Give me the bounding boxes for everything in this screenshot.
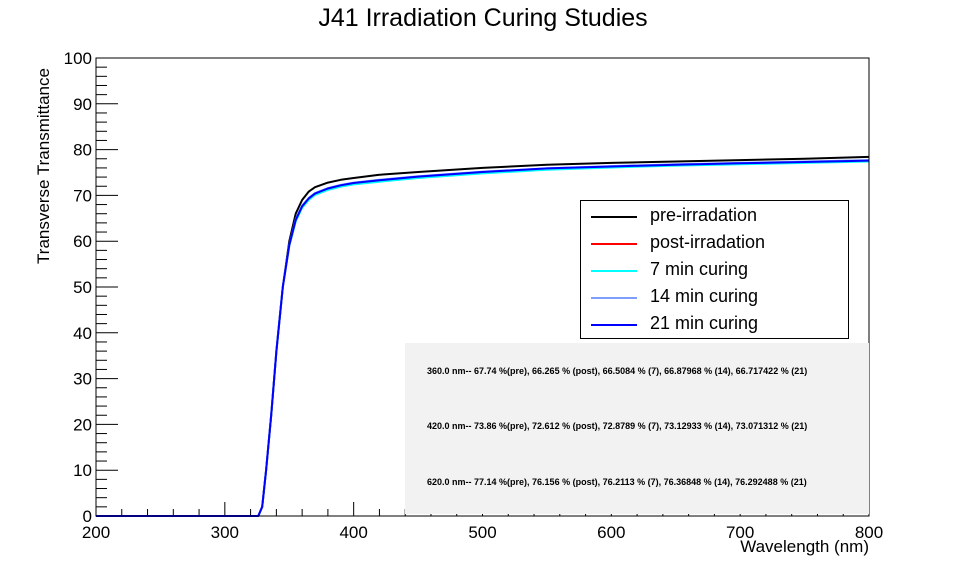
legend-label: post-irradation <box>650 232 766 252</box>
y-tick-label: 90 <box>73 95 92 114</box>
y-tick-label: 80 <box>73 141 92 160</box>
y-axis-label: Transverse Transmittance <box>34 68 53 264</box>
plot-frame <box>95 57 870 517</box>
legend-item-7-min-curing: 7 min curing <box>589 257 844 284</box>
legend-item-14-min-curing: 14 min curing <box>589 284 844 311</box>
legend-label: 14 min curing <box>650 286 759 306</box>
x-tick-label: 700 <box>726 523 754 542</box>
series-line-21-min-curing <box>96 159 870 517</box>
stat-line-360nm: 360.0 nm-- 67.74 %(pre), 66.265 % (post)… <box>427 366 808 376</box>
series-lines <box>96 155 870 517</box>
stat-line-420nm: 420.0 nm-- 73.86 %(pre), 72.612 % (post)… <box>427 421 808 431</box>
stats-box: 360.0 nm-- 67.74 %(pre), 66.265 % (post)… <box>405 343 869 514</box>
y-tick-label: 30 <box>73 370 92 389</box>
x-tick-label: 300 <box>211 523 239 542</box>
y-tick-label: 20 <box>73 415 92 434</box>
legend-swatch <box>591 216 637 218</box>
tick-labels: 200 300 400 500 600 700 800 0 10 20 30 40 50 60 70 80 90… <box>64 49 884 542</box>
y-tick-label: 60 <box>73 232 92 251</box>
x-tick-label: 400 <box>339 523 367 542</box>
legend-label: 21 min curing <box>650 313 759 333</box>
legend-label: 7 min curing <box>650 259 749 279</box>
x-tick-label: 200 <box>82 523 110 542</box>
legend-item-21-min-curing: 21 min curing <box>589 311 844 338</box>
legend-item-pre-irradation: pre-irradation <box>589 203 844 230</box>
legend-label: pre-irradation <box>650 205 758 225</box>
x-axis-label: Wavelength (nm) <box>740 537 869 556</box>
legend: pre-irradation post-irradation 7 min cur… <box>580 200 849 339</box>
stat-line-620nm: 620.0 nm-- 77.14 %(pre), 76.156 % (post)… <box>427 477 807 487</box>
y-tick-label: 50 <box>73 278 92 297</box>
y-tick-label: 40 <box>73 324 92 343</box>
legend-swatch <box>591 243 637 245</box>
y-tick-label: 10 <box>73 461 92 480</box>
legend-swatch <box>591 297 637 299</box>
chart-title: J41 Irradiation Curing Studies <box>318 4 648 32</box>
y-tick-label: 0 <box>83 507 92 526</box>
legend-swatch <box>591 270 637 272</box>
y-tick-label: 70 <box>73 186 92 205</box>
y-tick-label: 100 <box>64 49 92 68</box>
x-tick-label: 800 <box>855 523 883 542</box>
legend-item-post-irradation: post-irradation <box>589 230 844 257</box>
legend-swatch <box>591 324 637 326</box>
x-tick-label: 500 <box>468 523 496 542</box>
x-tick-label: 600 <box>597 523 625 542</box>
